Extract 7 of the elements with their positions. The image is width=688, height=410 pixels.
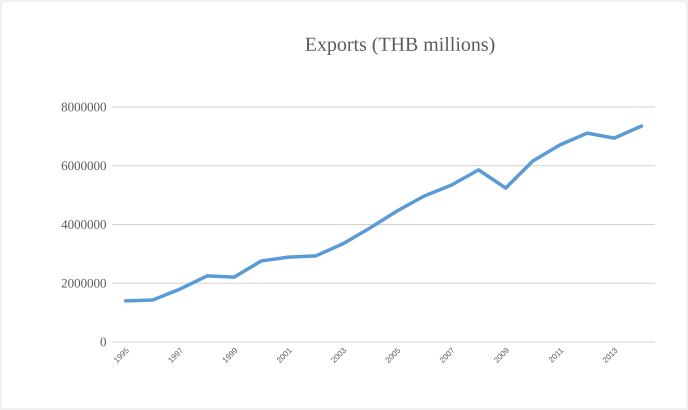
y-tick-label: 6000000: [62, 161, 106, 170]
y-tick-label: 2000000: [62, 278, 106, 288]
y-tick-label: 8000000: [62, 102, 106, 112]
y-tick-label: 4000000: [61, 220, 106, 229]
line-series: [124, 124, 644, 303]
chart-title: Exports (THB millions): [305, 36, 494, 56]
y-tick-label: 0: [100, 338, 106, 346]
